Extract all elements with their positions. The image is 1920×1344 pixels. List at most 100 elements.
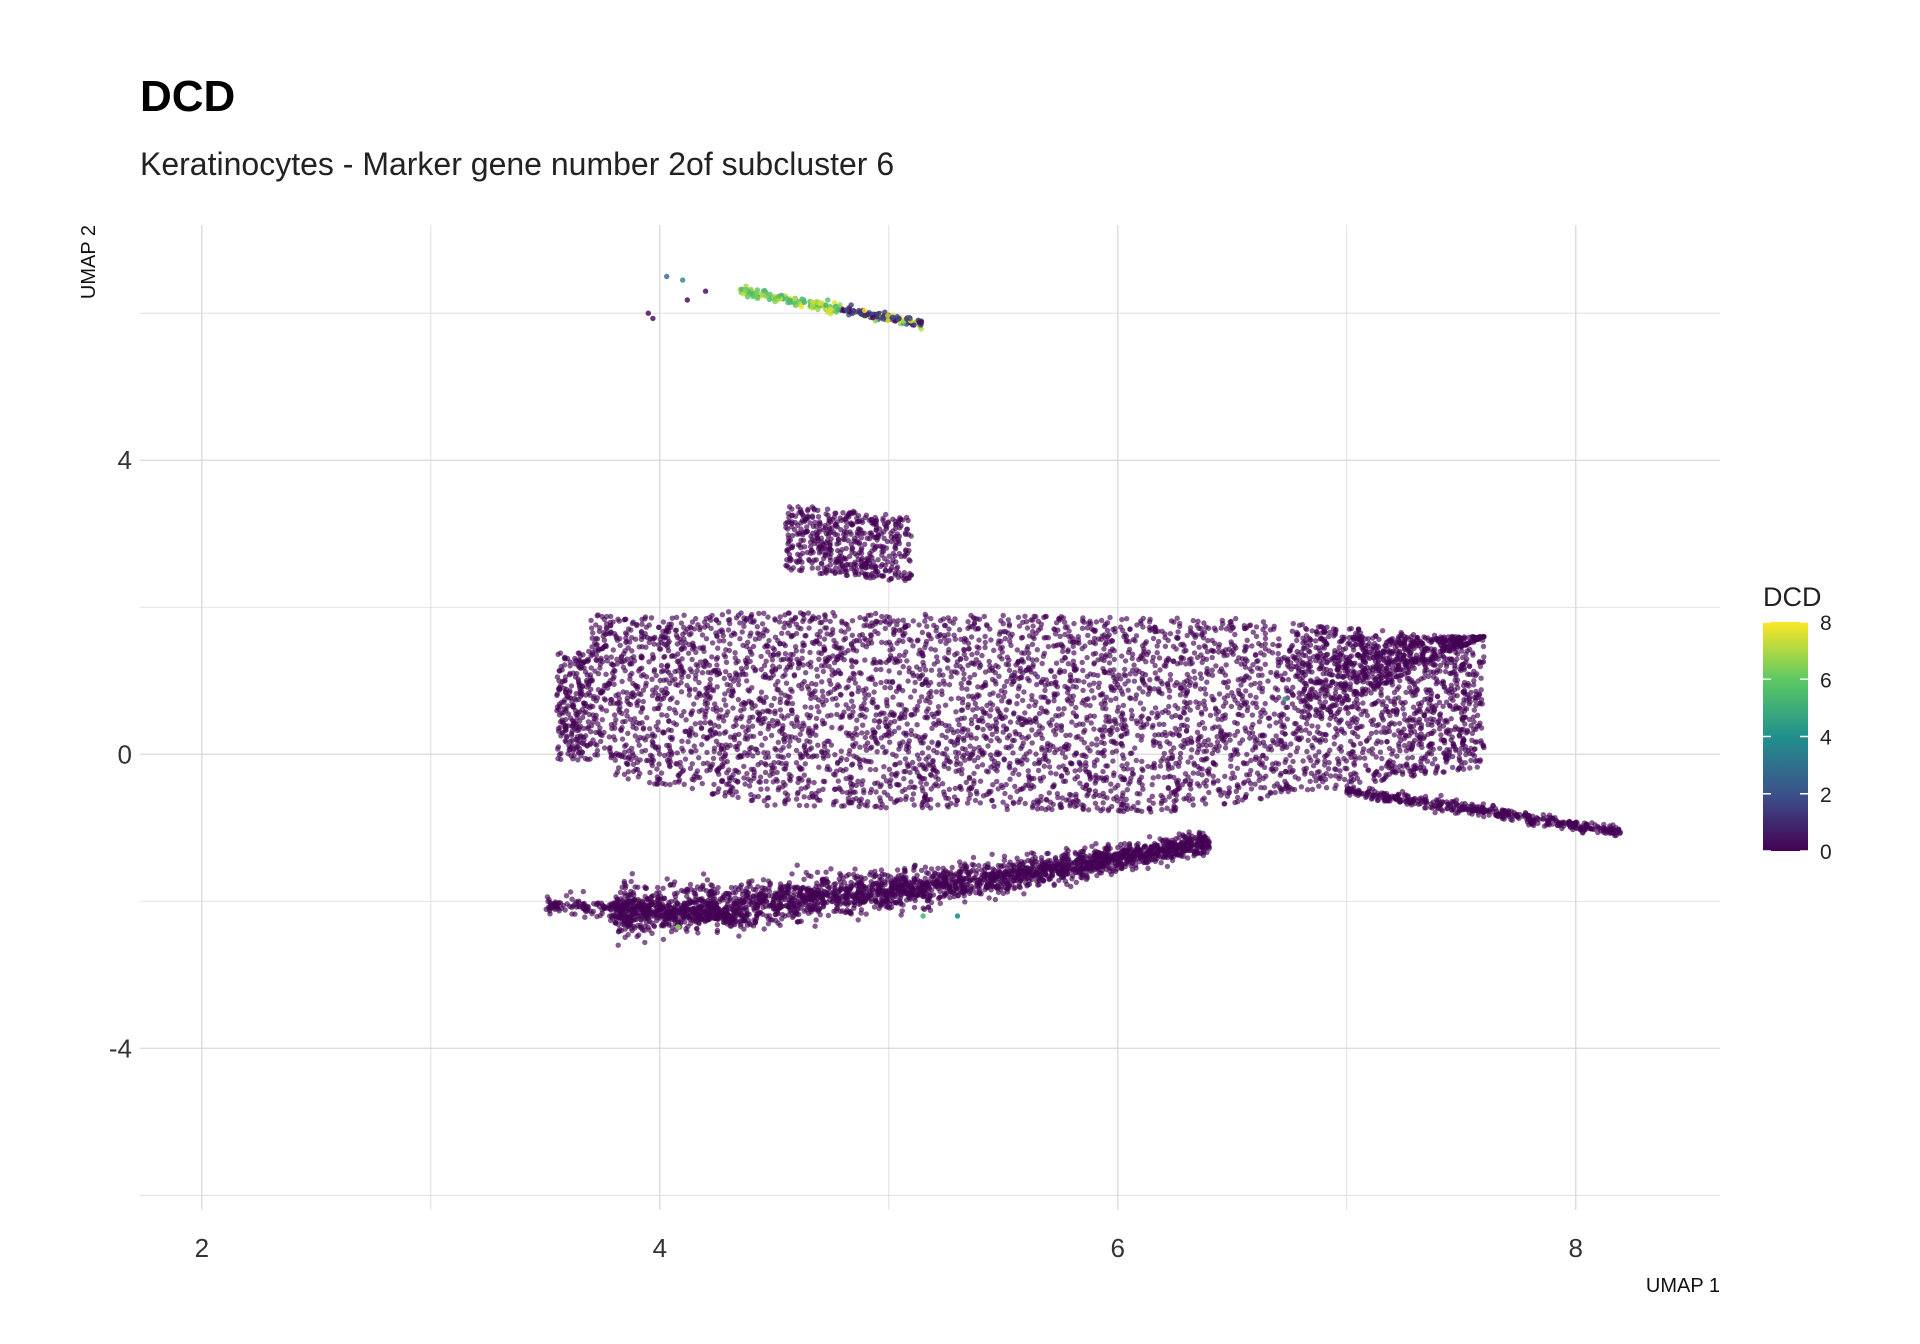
data-point xyxy=(613,635,620,641)
data-point xyxy=(649,762,655,769)
data-point xyxy=(1085,791,1091,797)
data-point xyxy=(1191,650,1198,656)
data-point xyxy=(636,644,642,650)
data-point xyxy=(1172,682,1178,688)
data-point xyxy=(876,719,882,725)
data-point xyxy=(1243,688,1249,694)
data-point xyxy=(1074,774,1081,780)
data-point xyxy=(831,771,837,777)
data-point xyxy=(1158,792,1164,799)
data-point xyxy=(1124,761,1130,767)
data-point xyxy=(1014,788,1020,795)
data-point xyxy=(664,663,670,669)
data-point xyxy=(831,786,838,792)
data-point xyxy=(621,617,627,623)
data-point xyxy=(1070,798,1077,805)
data-point xyxy=(848,799,854,806)
data-point xyxy=(1121,671,1127,678)
data-point xyxy=(850,742,856,748)
data-point xyxy=(1222,773,1228,779)
data-point xyxy=(572,655,578,662)
data-point xyxy=(1178,655,1184,661)
data-point xyxy=(1058,773,1065,779)
data-point xyxy=(1228,763,1234,769)
data-point xyxy=(733,789,739,795)
data-point xyxy=(948,669,955,675)
data-point xyxy=(1223,626,1230,632)
data-point xyxy=(768,762,774,768)
data-point xyxy=(1022,710,1028,716)
data-point xyxy=(1304,721,1310,727)
data-point xyxy=(762,715,768,722)
data-point xyxy=(1007,638,1013,645)
data-point xyxy=(862,657,868,663)
data-point xyxy=(1463,751,1469,758)
data-point xyxy=(799,648,805,654)
data-point xyxy=(1024,757,1030,763)
data-point xyxy=(866,676,872,682)
data-point xyxy=(629,648,635,654)
data-point xyxy=(1287,764,1293,770)
data-point xyxy=(739,629,745,635)
data-point xyxy=(674,634,681,641)
data-point xyxy=(1189,796,1196,802)
data-point xyxy=(1256,756,1263,762)
data-point xyxy=(1080,615,1086,621)
data-point xyxy=(910,618,916,624)
data-point xyxy=(709,761,716,767)
data-point xyxy=(583,709,589,715)
data-point xyxy=(763,778,769,784)
data-point xyxy=(954,650,960,656)
data-point xyxy=(1100,800,1106,806)
data-point xyxy=(975,684,981,690)
data-point xyxy=(576,664,582,670)
data-point xyxy=(1371,772,1378,778)
data-point xyxy=(625,755,632,761)
data-point xyxy=(1231,747,1238,753)
data-point xyxy=(639,621,645,627)
data-point xyxy=(671,720,677,726)
data-point xyxy=(818,748,825,755)
data-point xyxy=(1135,732,1141,739)
data-point xyxy=(1208,742,1214,748)
data-point xyxy=(1466,683,1472,689)
data-point xyxy=(1259,672,1265,678)
data-point xyxy=(1084,625,1091,631)
data-point xyxy=(673,710,679,716)
data-point xyxy=(646,779,653,786)
data-point xyxy=(987,713,993,719)
data-point xyxy=(1019,634,1026,641)
data-point xyxy=(583,692,589,698)
data-point xyxy=(1191,632,1197,638)
data-point xyxy=(1088,720,1094,726)
data-point xyxy=(662,634,668,641)
data-point xyxy=(764,802,770,809)
data-point xyxy=(792,735,799,741)
data-point xyxy=(902,714,908,721)
data-point xyxy=(850,709,856,715)
data-point xyxy=(878,659,884,666)
data-point xyxy=(1051,783,1057,789)
data-point xyxy=(1253,633,1260,640)
data-point xyxy=(1386,771,1393,777)
data-point xyxy=(1026,665,1032,672)
data-point xyxy=(1237,691,1243,698)
data-point xyxy=(900,663,906,670)
data-point xyxy=(941,789,947,795)
data-point xyxy=(829,667,835,673)
data-point xyxy=(897,760,903,766)
data-point xyxy=(1108,781,1114,787)
data-point xyxy=(1254,704,1260,711)
data-point xyxy=(1109,749,1116,755)
data-point xyxy=(1154,643,1160,649)
data-point xyxy=(895,618,901,624)
data-point xyxy=(974,650,980,656)
data-point xyxy=(799,655,805,661)
data-point xyxy=(887,685,894,691)
data-point xyxy=(1002,714,1008,720)
data-point xyxy=(1073,794,1079,800)
data-point xyxy=(1332,773,1339,779)
data-point xyxy=(1289,769,1295,775)
data-point xyxy=(723,669,729,675)
data-point xyxy=(861,700,867,707)
